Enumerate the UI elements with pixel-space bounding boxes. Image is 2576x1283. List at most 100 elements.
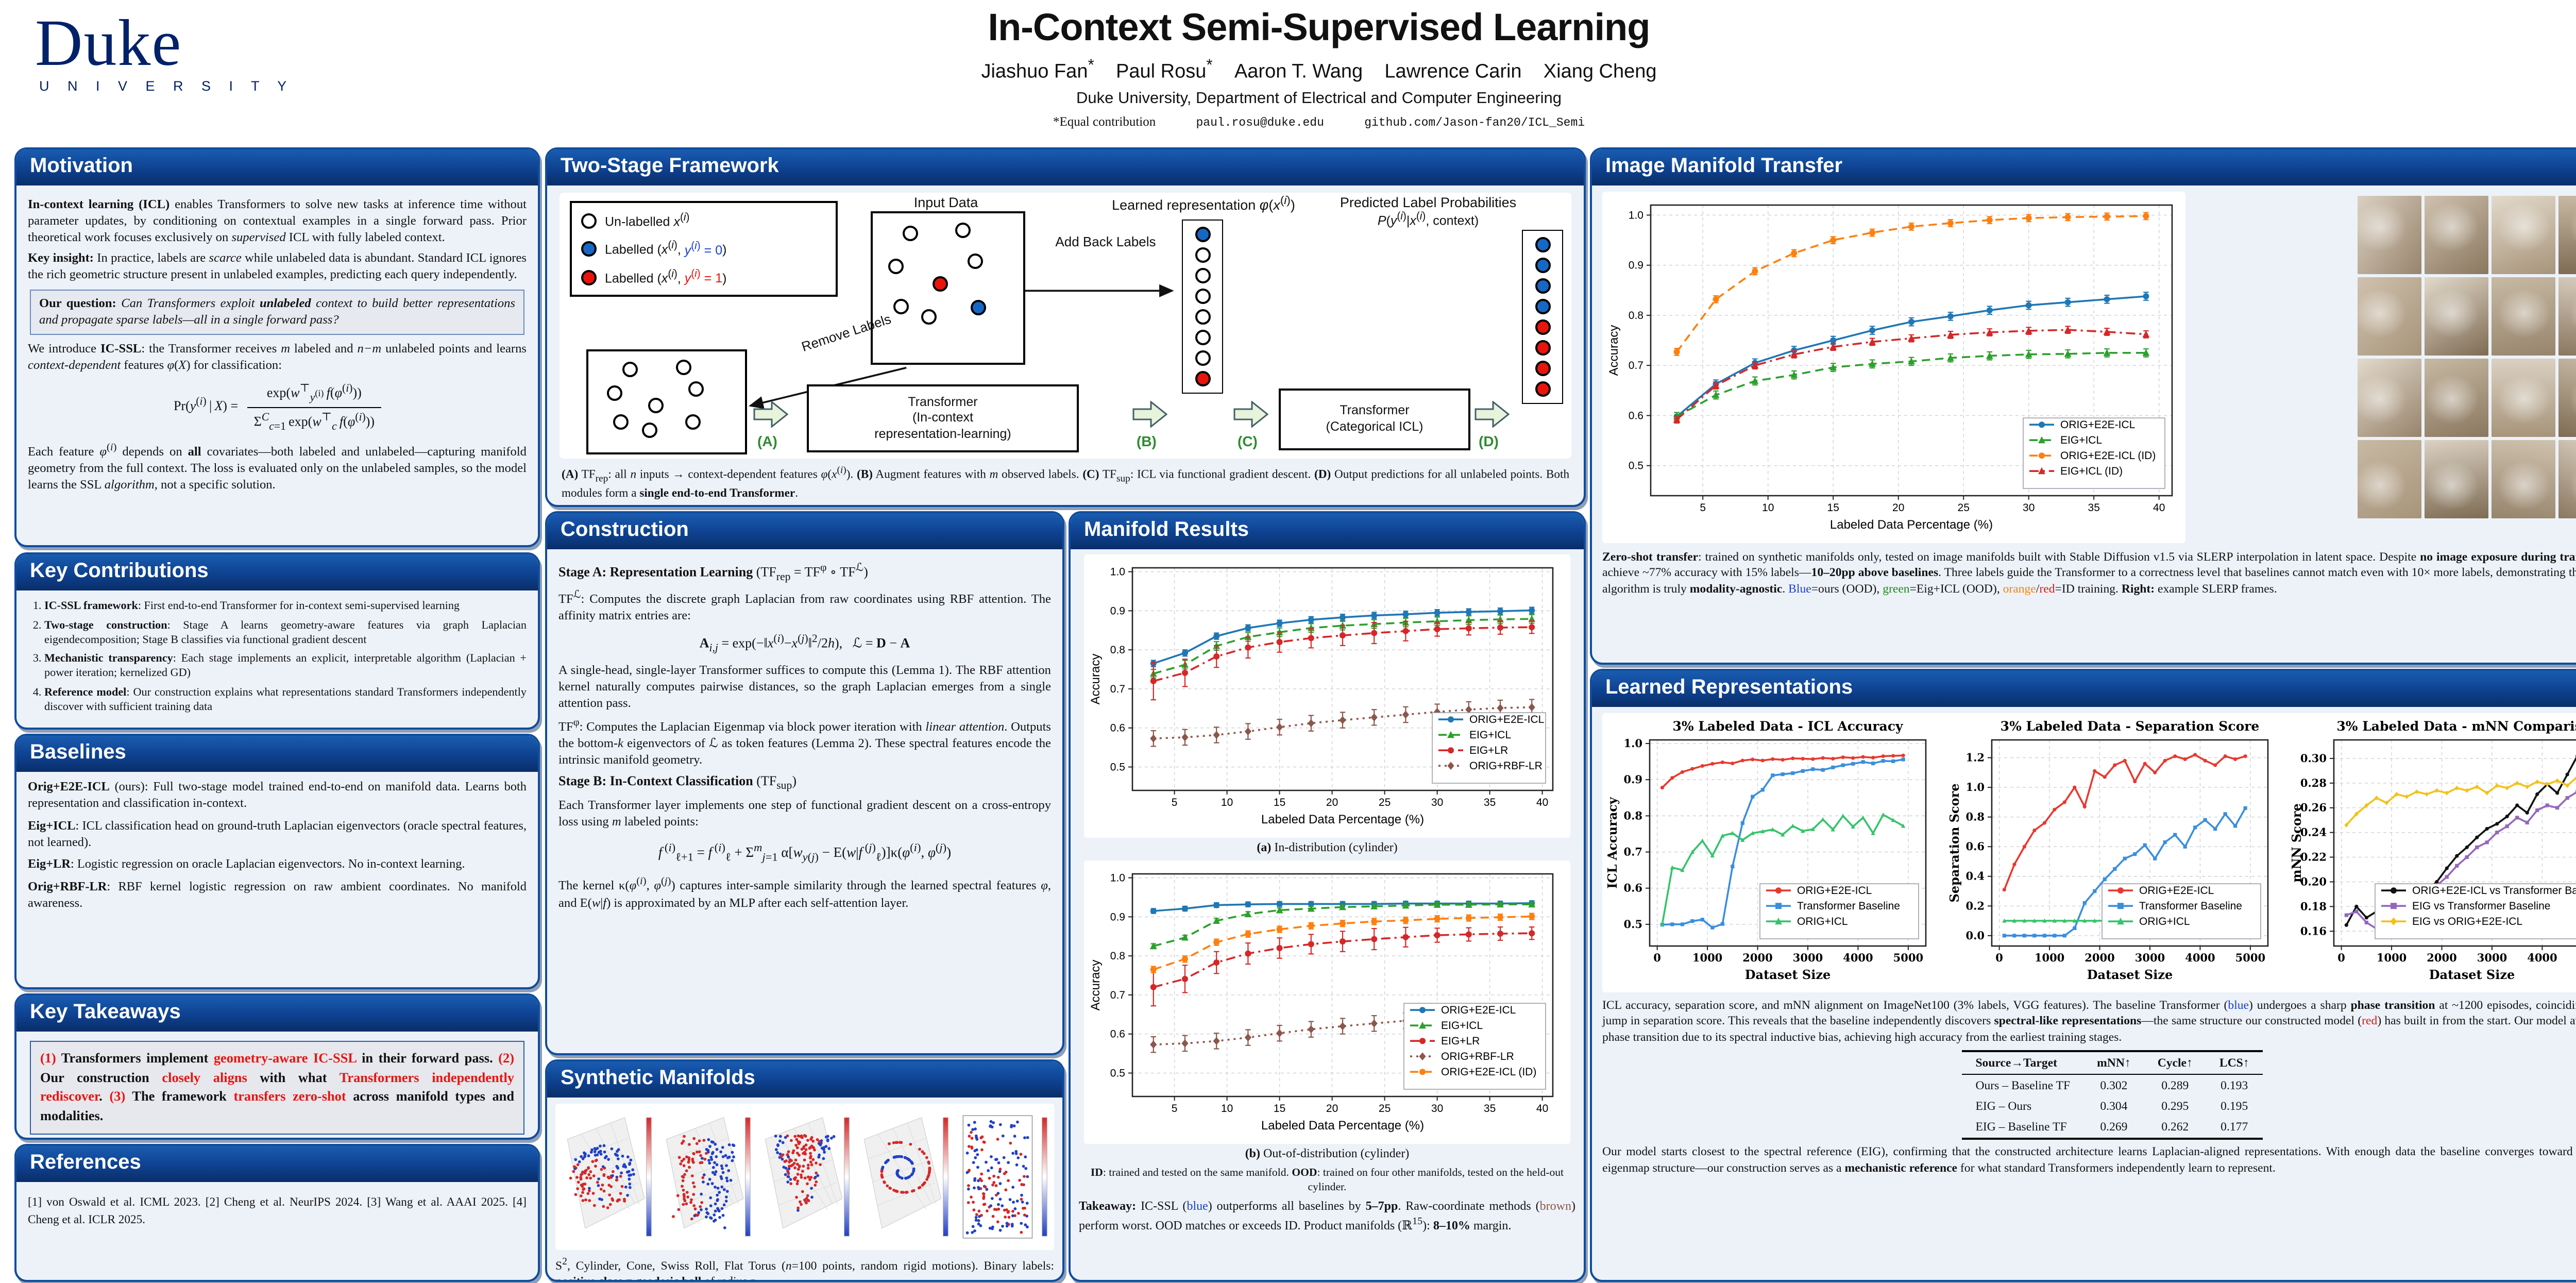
token-dot-white (1195, 330, 1210, 345)
data-point-blue (970, 300, 986, 316)
svg-text:3000: 3000 (2477, 951, 2507, 964)
input-data-label: Input Data (913, 195, 978, 210)
flow-arrow-D-icon (1475, 401, 1510, 428)
duke-logo-university: U N I V E R S I T Y (39, 78, 294, 94)
slerp-frame (2358, 359, 2421, 437)
svg-text:0.6: 0.6 (1110, 722, 1125, 734)
svg-text:0: 0 (1995, 951, 2003, 964)
svg-text:EIG vs ORIG+E2E-ICL: EIG vs ORIG+E2E-ICL (2412, 916, 2522, 927)
svg-text:mNN Score: mNN Score (2289, 803, 2304, 883)
id-ood-note: ID: trained and tested on the same manif… (1090, 1167, 1564, 1194)
stage-B-label: (B) (1137, 433, 1157, 449)
github-link: github.com/Jason-fan20/ICL_Semi (1364, 116, 1585, 130)
svg-text:20: 20 (1326, 797, 1338, 808)
token-dot-white (1195, 350, 1210, 366)
learned-representation-label: Learned representation φ(x(i)) (1112, 195, 1295, 213)
section-key-contributions-title: Key Contributions (16, 554, 538, 590)
transformer-rep-box: Transformer (In-context representation-lea… (807, 384, 1079, 452)
slerp-frame (2358, 277, 2421, 356)
svg-text:0.9: 0.9 (1623, 773, 1642, 786)
svg-text:1000: 1000 (2377, 951, 2406, 964)
svg-text:15: 15 (1274, 1102, 1285, 1114)
svg-text:1.0: 1.0 (1110, 872, 1125, 884)
svg-text:1.2: 1.2 (1965, 751, 1985, 764)
chart-icl-accuracy: 0 1000 2000 3000 4000 5000 0.5 0.6 0.7 0.8 0.9 1.0 O… (1604, 715, 1936, 990)
svg-text:0.0: 0.0 (1965, 929, 1985, 942)
section-baselines: Baselines Orig+E2E-ICL (ours): Full two-… (14, 734, 540, 989)
stage-a-heading: Stage A: Representation Learning (TFrep … (558, 562, 868, 583)
predicted-probabilities-formula: P(y(i)|x(i), context) (1377, 211, 1479, 228)
learned-paragraph-1: ICL accuracy, separation score, and mNN … (1602, 997, 2576, 1044)
svg-text:ORIG+E2E-ICL: ORIG+E2E-ICL (1797, 885, 1872, 897)
svg-text:3000: 3000 (1793, 951, 1823, 964)
svg-text:1.0: 1.0 (1623, 737, 1642, 750)
authors: Jiashuo Fan* Paul Rosu* Aaron T. Wang La… (981, 57, 1657, 83)
svg-text:0.8: 0.8 (1965, 811, 1985, 823)
table-header: Cycle↑ (2144, 1050, 2206, 1075)
svg-text:0.4: 0.4 (1965, 870, 1985, 883)
svg-text:0.7: 0.7 (1110, 683, 1125, 695)
svg-text:4000: 4000 (1843, 951, 1873, 964)
slerp-frame (2558, 440, 2576, 518)
svg-text:0.5: 0.5 (1110, 1067, 1125, 1079)
svg-text:35: 35 (1484, 1102, 1496, 1114)
add-back-labels-label: Add Back Labels (1055, 234, 1156, 249)
construction-pA2: A single-head, single-layer Transformer … (558, 663, 1051, 710)
svg-text:10: 10 (1762, 502, 1774, 514)
svg-text:0.24: 0.24 (2300, 826, 2327, 839)
svg-text:0.6: 0.6 (1629, 410, 1643, 421)
data-point-white (903, 225, 919, 241)
chart-image-transfer: 5 10 15 20 25 30 35 40 0.5 0.6 0.7 0.8 0.9 1.0 ORIG+E2… (1602, 192, 2185, 543)
our-question-box: Our question: Can Transformers exploit u… (30, 289, 524, 335)
slerp-frame (2425, 196, 2488, 274)
input-data-box (871, 211, 1025, 365)
token-dot-red (1535, 319, 1550, 335)
svg-text:0.16: 0.16 (2300, 924, 2327, 937)
list-item: Mechanistic transparency: Each stage imp… (44, 653, 527, 681)
svg-text:0.7: 0.7 (1110, 989, 1125, 1001)
manifold-panel-swiss (863, 1117, 948, 1237)
token-dot-blue (1195, 227, 1210, 242)
svg-text:10: 10 (1221, 797, 1233, 808)
manifold-panel-cone (765, 1117, 850, 1237)
svg-text:0.9: 0.9 (1629, 260, 1643, 272)
token-dot-white (1195, 309, 1210, 325)
duke-logo-wordmark: Duke (35, 6, 182, 79)
slerp-frame (2492, 440, 2555, 518)
svg-text:0.30: 0.30 (2300, 752, 2327, 765)
svg-text:3% Labeled Data - ICL Accuracy: 3% Labeled Data - ICL Accuracy (1672, 719, 1903, 734)
stage-b-heading: Stage B: In-Context Classification (TFsu… (558, 773, 796, 792)
svg-text:EIG+ICL: EIG+ICL (1469, 729, 1511, 741)
equal-contribution-note: *Equal contribution (1053, 114, 1156, 129)
svg-text:EIG+LR: EIG+LR (1441, 1035, 1480, 1046)
svg-text:0.6: 0.6 (1623, 882, 1642, 894)
svg-text:0.6: 0.6 (1110, 1028, 1125, 1040)
svg-text:0.2: 0.2 (1965, 899, 1985, 912)
chart-a-caption: (a) In-distribution (cylinder) (1257, 839, 1398, 854)
affiliation: Duke University, Department of Electrica… (1076, 90, 1562, 108)
svg-text:ORIG+E2E-ICL vs Transformer Ba: ORIG+E2E-ICL vs Transformer Baseline (2412, 885, 2576, 897)
contributions-list: IC-SSL framework: First end-to-end Trans… (44, 600, 527, 715)
svg-text:0.18: 0.18 (2300, 900, 2327, 913)
manifold-panel-sphere (567, 1117, 652, 1237)
token-dot-red (1195, 371, 1210, 386)
section-two-stage-framework: Two-Stage Framework Un-labelled x(i) Lab… (545, 147, 1586, 507)
token-dot-blue (1535, 258, 1550, 273)
transformer-sup-box: Transformer (Categorical ICL) (1279, 389, 1470, 450)
slerp-frames-grid (2358, 196, 2576, 518)
slerp-frame (2492, 277, 2555, 356)
list-item: Eig+ICL: ICL classification head on grou… (28, 818, 527, 849)
table-row: EIG – Baseline TF 0.269 0.262 0.177 (1962, 1117, 2263, 1140)
svg-text:0.20: 0.20 (2300, 875, 2327, 888)
svg-text:20: 20 (1892, 502, 1904, 514)
section-baselines-title: Baselines (16, 736, 538, 772)
section-motivation-title: Motivation (16, 149, 538, 185)
svg-text:ORIG+E2E-ICL: ORIG+E2E-ICL (2060, 419, 2135, 431)
svg-text:2000: 2000 (2084, 951, 2114, 964)
legend-unlabelled: Un-labelled x(i) (581, 211, 826, 230)
learned-paragraph-2: Our model starts closest to the spectral… (1602, 1144, 2576, 1175)
list-item: Orig+RBF-LR: RBF kernel logistic regress… (28, 879, 527, 910)
svg-text:5: 5 (1700, 502, 1706, 514)
data-point-white (688, 381, 704, 397)
data-point-white (622, 361, 638, 377)
